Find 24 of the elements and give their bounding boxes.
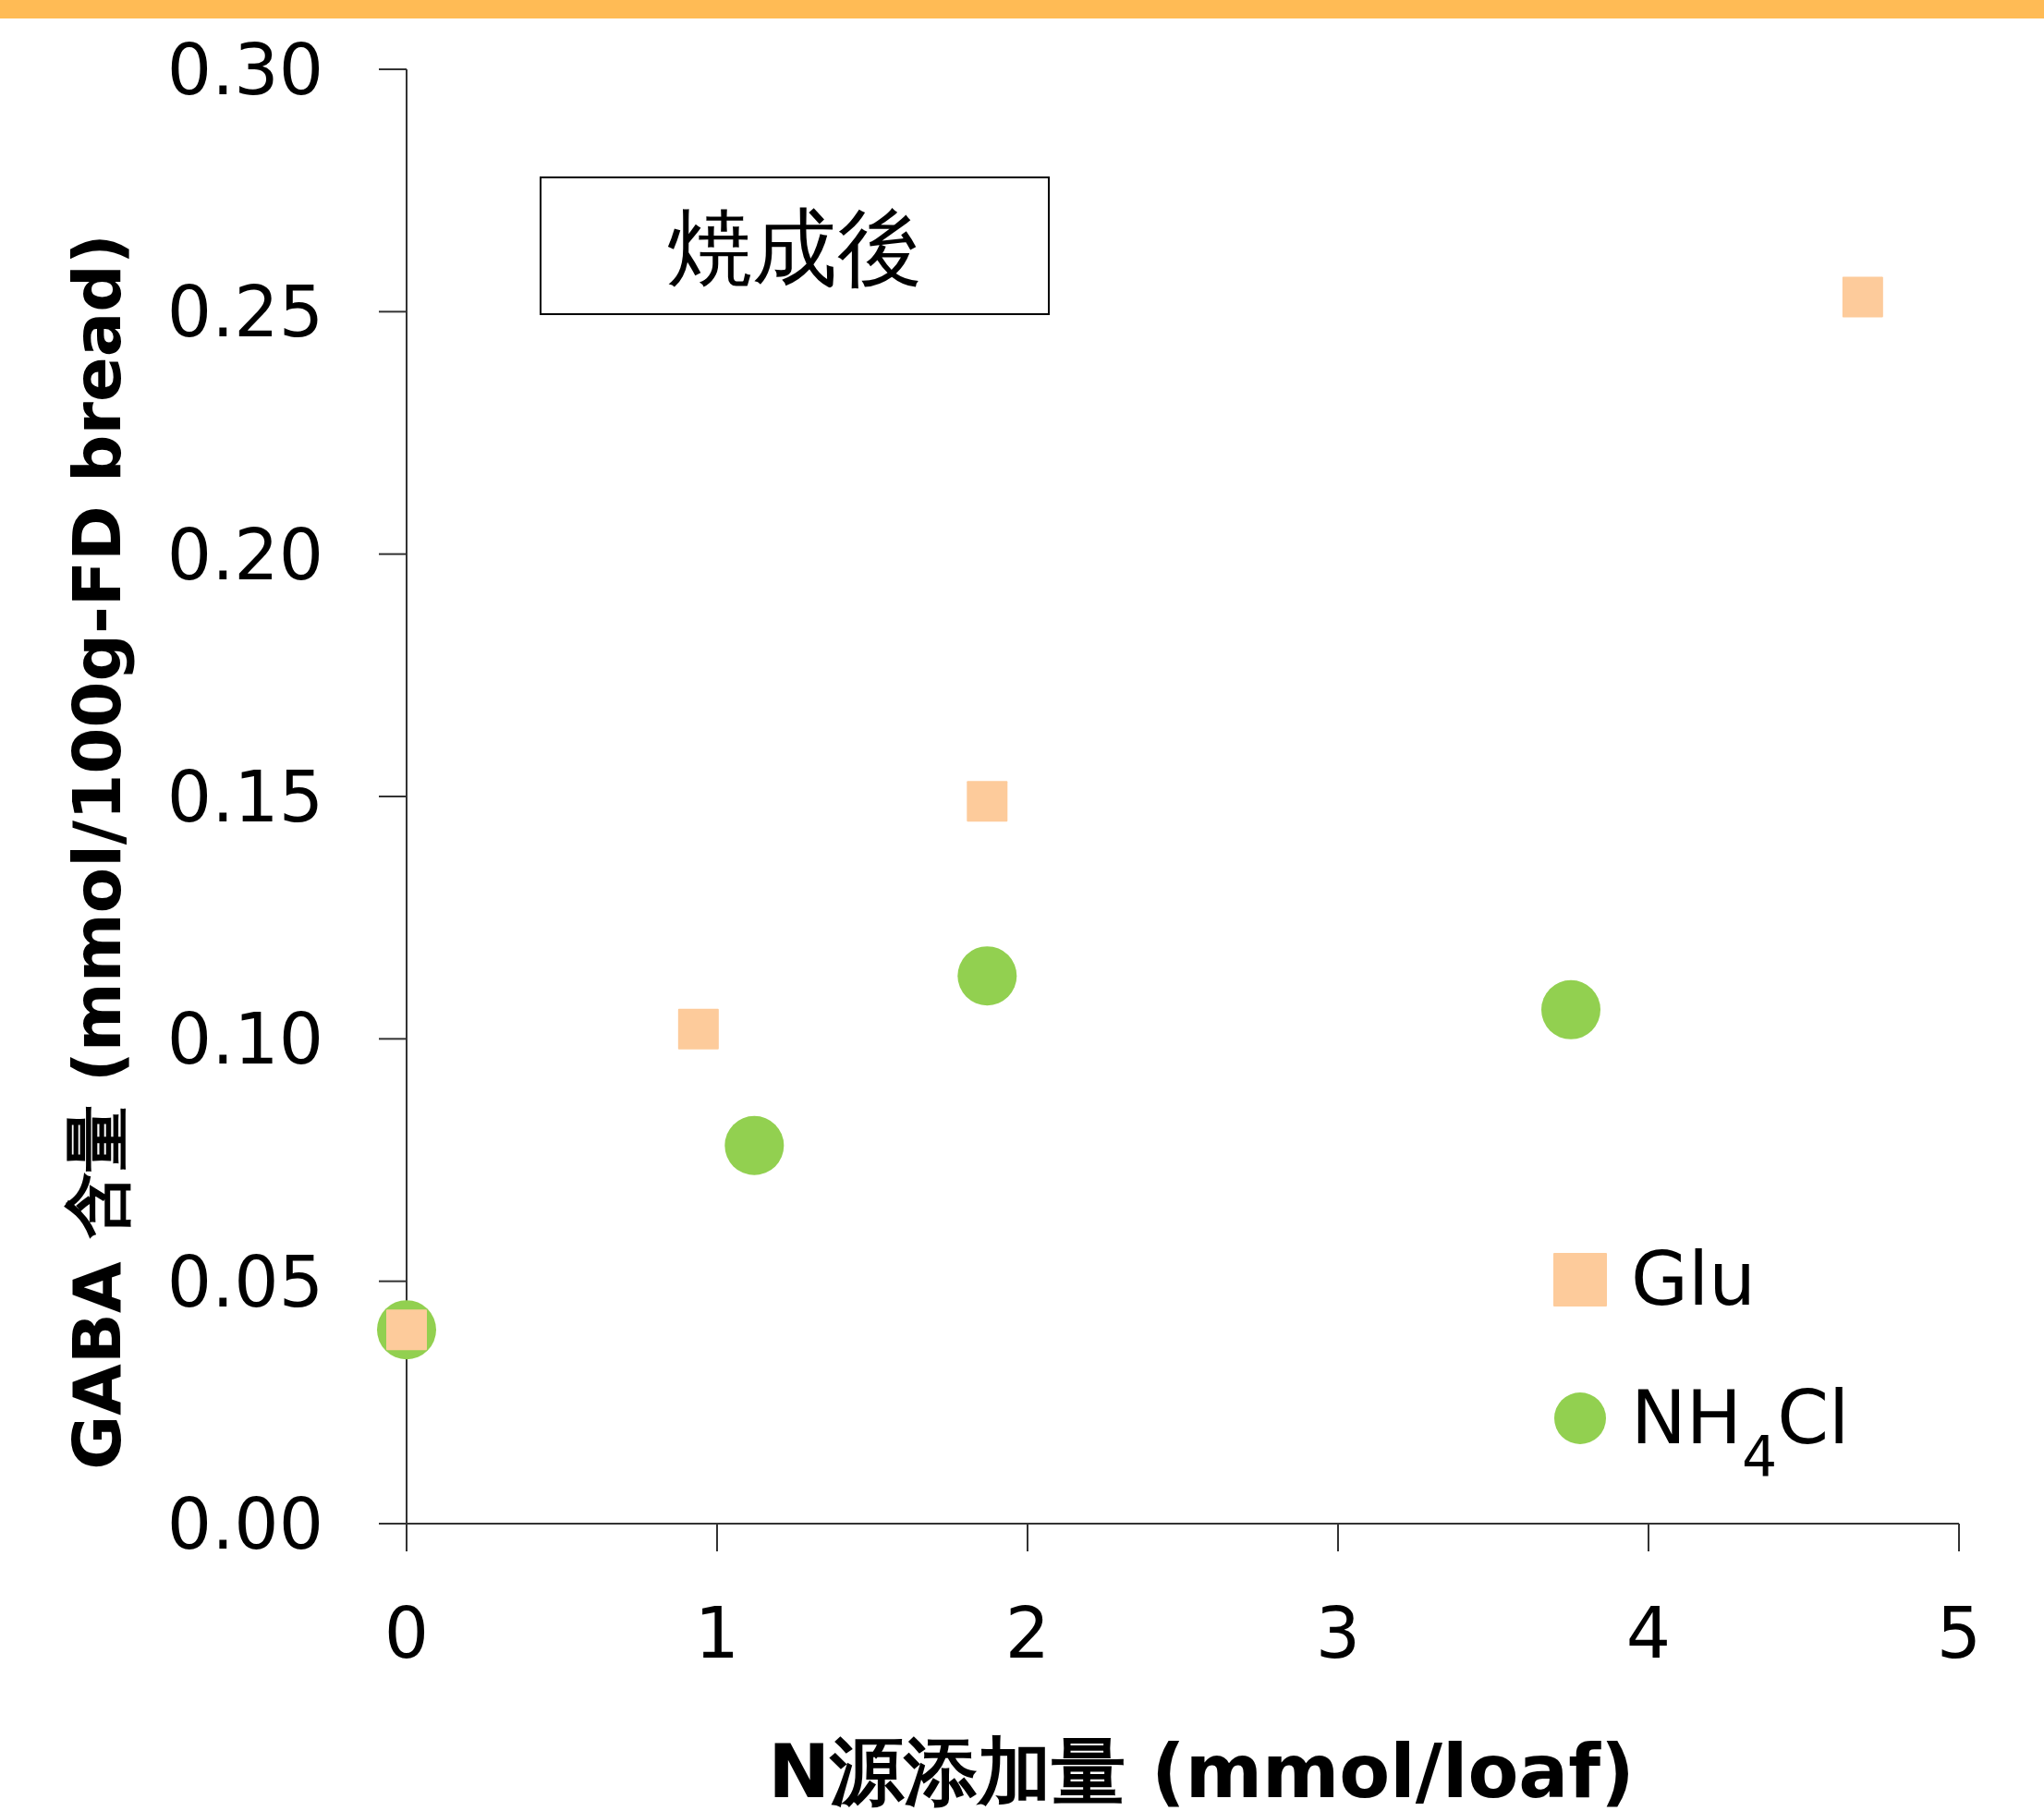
legend-label: NH$_{4}$Cl [1631, 1375, 1850, 1489]
point [967, 781, 1008, 822]
y-tick-label: 0.15 [166, 756, 323, 838]
x-tick-label: 1 [694, 1592, 740, 1674]
point [1541, 979, 1600, 1039]
y-tick-label: 0.20 [166, 513, 323, 596]
annotation: 焼成後 [667, 199, 922, 298]
y-tick-label: 0.05 [166, 1240, 323, 1323]
x-tick-label: 5 [1936, 1592, 1982, 1674]
x-tick-label: 2 [1004, 1592, 1051, 1674]
y-tick-label: 0.25 [166, 271, 323, 354]
legend-label: Glu [1631, 1236, 1756, 1322]
point [957, 946, 1017, 1006]
x-tick-label: 4 [1625, 1592, 1672, 1674]
y-axis-title: GABA 含量 (mmol/100g-FD bread) [58, 234, 136, 1470]
x-tick-label: 0 [383, 1592, 430, 1674]
x-axis-title: N源添加量 (mmol/loaf) [768, 1729, 1635, 1811]
y-tick-label: 0.30 [166, 29, 323, 111]
point [1842, 276, 1883, 318]
x-tick-label: 3 [1315, 1592, 1361, 1674]
y-tick-label: 0.00 [166, 1483, 323, 1565]
y-tick-label: 0.10 [166, 998, 323, 1081]
point [724, 1115, 785, 1175]
point [677, 1008, 719, 1050]
